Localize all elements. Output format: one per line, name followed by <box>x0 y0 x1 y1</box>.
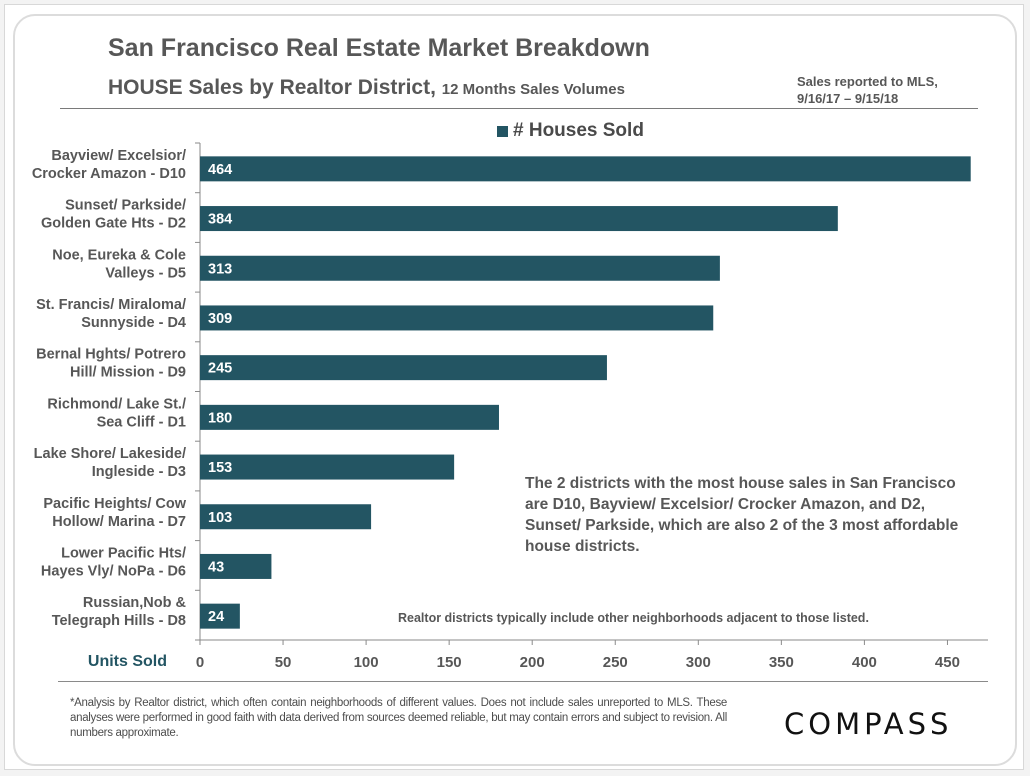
bar-chart: 0 50 100 150 200 250 300 350 400 450 Units Sold 464… <box>32 142 988 671</box>
category-label: Pacific Heights/ Cow <box>43 496 186 512</box>
bar-data-label: 245 <box>208 361 232 377</box>
sales-note-line2: 9/16/17 – 9/15/18 <box>797 91 899 106</box>
legend-swatch <box>497 125 508 137</box>
x-tick-label: 250 <box>603 654 628 671</box>
subtitle-main: HOUSE Sales by Realtor District, <box>108 76 436 99</box>
bar <box>200 305 714 331</box>
bar-data-label: 309 <box>208 311 232 327</box>
bar <box>200 504 372 530</box>
legend-label: # Houses Sold <box>513 120 644 141</box>
category-label: Bernal Hghts/ Potrero <box>36 347 186 363</box>
footer-divider <box>58 681 988 682</box>
category-label: Golden Gate Hts - D2 <box>41 216 186 232</box>
category-label: Bayview/ Excelsior/ <box>51 148 186 164</box>
bar-data-label: 313 <box>208 261 232 277</box>
bar-data-label: 103 <box>208 510 232 526</box>
category-label: Noe, Eureka & Cole <box>52 247 186 263</box>
bar <box>200 454 455 480</box>
district-note: Realtor districts typically include othe… <box>398 611 869 625</box>
subtitle-small: 12 Months Sales Volumes <box>441 81 625 98</box>
category-label: Hill/ Mission - D9 <box>70 365 186 381</box>
bar-data-label: 24 <box>208 609 224 625</box>
x-tick-label: 350 <box>769 654 794 671</box>
chart-subtitle: HOUSE Sales by Realtor District, 12 Mont… <box>108 76 625 100</box>
category-label: Russian,Nob & <box>83 595 187 611</box>
category-label: St. Francis/ Miraloma/ <box>36 297 186 313</box>
x-tick-label: 100 <box>354 654 379 671</box>
slide-frame <box>13 14 1017 766</box>
category-label: Sunset/ Parkside/ <box>65 198 186 214</box>
footnote: *Analysis by Realtor district, which oft… <box>70 697 727 739</box>
x-tick-label: 200 <box>520 654 545 671</box>
category-label: Lower Pacific Hts/ <box>61 545 186 561</box>
bar <box>200 404 499 430</box>
x-tick-label: 0 <box>196 654 204 671</box>
bar-data-label: 43 <box>208 559 224 575</box>
bar <box>200 255 720 281</box>
category-label: Telegraph Hills - D8 <box>52 613 186 629</box>
x-tick-label: 450 <box>935 654 960 671</box>
bar-data-label: 464 <box>208 162 232 178</box>
category-label: Lake Shore/ Lakeside/ <box>34 446 186 462</box>
sales-note-line1: Sales reported to MLS, <box>797 74 938 89</box>
compass-logo: COMPASS <box>784 707 953 741</box>
x-tick-label: 400 <box>852 654 877 671</box>
bar <box>200 206 838 232</box>
x-tick-label: 50 <box>275 654 292 671</box>
category-label: Sunnyside - D4 <box>81 315 186 331</box>
category-label: Hayes Vly/ NoPa - D6 <box>41 563 186 579</box>
bar <box>200 553 272 579</box>
bar <box>200 355 607 381</box>
category-label: Crocker Amazon - D10 <box>32 166 186 182</box>
bar <box>200 156 971 182</box>
category-label: Hollow/ Marina - D7 <box>52 514 186 530</box>
category-label: Valleys - D5 <box>105 265 186 281</box>
bar-data-label: 153 <box>208 460 232 476</box>
chart-title: San Francisco Real Estate Market Breakdo… <box>108 34 650 62</box>
header-divider <box>60 108 978 109</box>
bar-data-label: 180 <box>208 410 232 426</box>
bar <box>200 603 240 629</box>
chart-legend: # Houses Sold <box>497 120 644 142</box>
x-tick-label: 300 <box>686 654 711 671</box>
category-label: Sea Cliff - D1 <box>97 414 186 430</box>
x-tick-label: 150 <box>437 654 462 671</box>
bar-data-label: 384 <box>208 212 232 228</box>
chart-annotation: The 2 districts with the most house sale… <box>525 475 959 555</box>
x-axis-label: Units Sold <box>88 653 167 670</box>
category-label: Richmond/ Lake St./ <box>47 396 186 412</box>
category-label: Ingleside - D3 <box>92 464 186 480</box>
sales-period-note: Sales reported to MLS, 9/16/17 – 9/15/18 <box>797 73 938 107</box>
